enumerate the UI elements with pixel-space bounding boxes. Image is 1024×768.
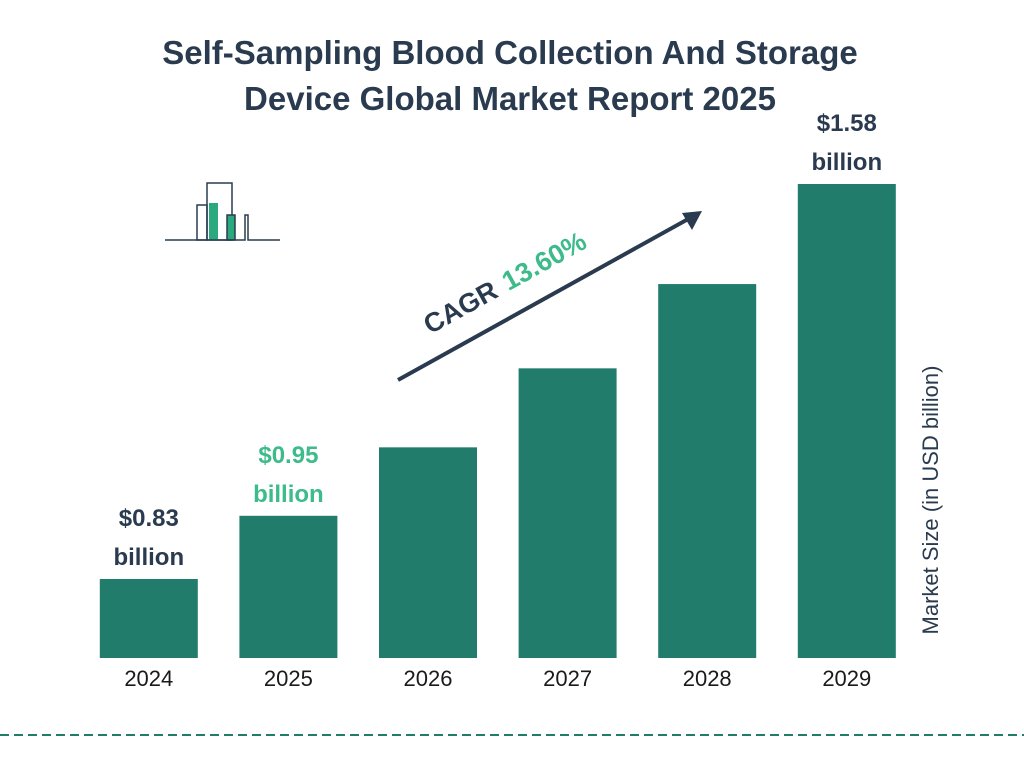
logo (165, 182, 280, 241)
x-tick-label: 2024 (124, 666, 173, 691)
value-label: $1.58 billion (811, 110, 882, 176)
cagr-arrow (397, 216, 691, 382)
cagr-arrowhead (682, 211, 702, 230)
x-tick-label: 2026 (404, 666, 453, 691)
bar (379, 447, 477, 658)
y-axis-label: Market Size (in USD billion) (918, 366, 943, 635)
bar (797, 184, 896, 658)
value-label: $0.95 billion (253, 442, 324, 508)
x-tick-label: 2025 (264, 666, 313, 691)
cagr-value: 13.60% (497, 226, 592, 297)
x-tick-label: 2029 (822, 666, 871, 691)
chart-title: Self-Sampling Blood Collection And Stora… (162, 34, 858, 117)
bar (658, 284, 757, 658)
value-label: $0.83 billion (113, 505, 184, 571)
x-tick-label: 2028 (683, 666, 732, 691)
bar (239, 515, 338, 658)
x-tick-label: 2027 (543, 666, 592, 691)
bar (518, 368, 617, 658)
bar (99, 579, 198, 658)
